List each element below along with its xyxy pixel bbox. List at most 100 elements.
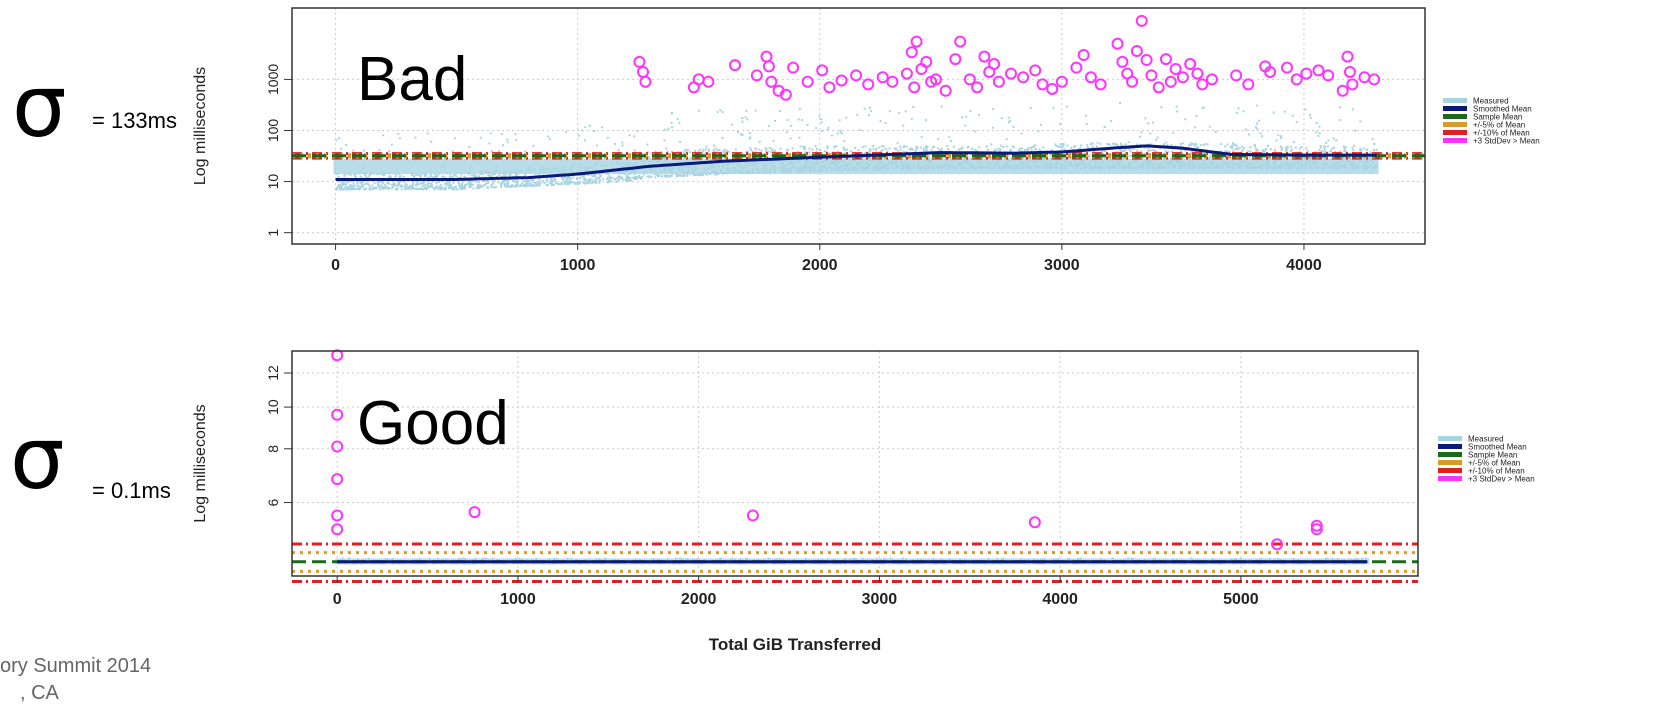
measured-point (1203, 143, 1206, 146)
measured-point (1343, 149, 1346, 152)
measured-point (1074, 144, 1077, 147)
measured-point (627, 180, 630, 183)
measured-point (538, 173, 541, 176)
measured-point (455, 185, 458, 188)
measured-point (705, 145, 708, 148)
measured-point (760, 149, 763, 152)
measured-point (602, 178, 605, 181)
measured-point (499, 184, 502, 187)
measured-point (448, 176, 451, 179)
x-tick-label: 3000 (862, 591, 898, 608)
measured-point (879, 120, 882, 123)
measured-point (717, 148, 720, 151)
measured-point (910, 147, 913, 150)
outlier-point (1310, 519, 1323, 532)
measured-point (550, 177, 553, 180)
measured-point (542, 179, 545, 182)
measured-point (1092, 145, 1095, 148)
measured-point (1229, 145, 1232, 148)
legend-swatch (1438, 452, 1462, 457)
measured-point (446, 181, 449, 184)
measured-point (836, 150, 839, 153)
measured-point (537, 182, 540, 185)
measured-point (1060, 146, 1063, 149)
measured-point (1058, 145, 1061, 148)
measured-point (1184, 118, 1187, 121)
measured-point (567, 181, 570, 184)
measured-point (1005, 138, 1008, 141)
measured-point (530, 184, 533, 187)
measured-point (641, 176, 644, 179)
measured-point (1062, 145, 1065, 148)
measured-point (1139, 135, 1142, 138)
measured-point (786, 118, 789, 121)
measured-point (439, 188, 442, 191)
measured-point (377, 183, 380, 186)
measured-point (971, 147, 974, 150)
measured-point (353, 185, 356, 188)
measured-point (1201, 106, 1204, 109)
measured-point (415, 181, 418, 184)
measured-point (1352, 149, 1355, 152)
measured-point (1255, 104, 1258, 107)
measured-point (675, 175, 678, 178)
measured-point (849, 150, 852, 153)
measured-point (392, 184, 395, 187)
measured-point (1368, 156, 1371, 159)
measured-point (403, 180, 406, 183)
measured-point (1309, 113, 1312, 116)
legend-label: +/-5% of Mean (1468, 459, 1520, 468)
y-tick-label: 10 (265, 174, 281, 190)
measured-point (511, 179, 514, 182)
legend-swatch (1443, 106, 1467, 111)
measured-point (490, 174, 493, 177)
measured-point (460, 173, 463, 176)
measured-point (728, 150, 731, 153)
measured-point (337, 184, 340, 187)
measured-point (490, 132, 493, 135)
measured-point (381, 181, 384, 184)
measured-point (1179, 142, 1182, 145)
measured-point (569, 180, 572, 183)
measured-point (550, 179, 553, 182)
measured-point (434, 176, 437, 179)
measured-point (1234, 143, 1237, 146)
measured-point (1291, 114, 1294, 117)
measured-point (1232, 142, 1235, 145)
measured-point (595, 181, 598, 184)
measured-point (391, 183, 394, 186)
measured-point (506, 141, 509, 144)
measured-point (454, 188, 457, 191)
measured-point (1315, 131, 1318, 134)
measured-point (422, 182, 425, 185)
measured-point (654, 150, 657, 153)
outlier-point (750, 69, 763, 82)
measured-point (721, 111, 724, 114)
measured-point (1241, 149, 1244, 152)
measured-point (1266, 144, 1269, 147)
measured-point (987, 148, 990, 151)
measured-point (476, 183, 479, 186)
outlier-point (1358, 71, 1371, 84)
outlier-point (331, 349, 344, 362)
measured-point (857, 149, 860, 152)
measured-point (893, 147, 896, 150)
measured-point (1319, 145, 1322, 148)
measured-point (741, 116, 744, 119)
measured-point (1202, 106, 1205, 109)
measured-point (693, 150, 696, 153)
measured-point (868, 150, 871, 153)
measured-point (842, 146, 845, 149)
outlier-point (920, 55, 933, 68)
measured-point (510, 184, 513, 187)
measured-point (565, 178, 568, 181)
measured-point (342, 183, 345, 186)
measured-point (940, 149, 943, 152)
measured-point (1332, 146, 1335, 149)
measured-point (448, 185, 451, 188)
measured-point (335, 187, 338, 190)
measured-point (884, 148, 887, 151)
measured-point (581, 129, 584, 132)
measured-point (1085, 123, 1088, 126)
